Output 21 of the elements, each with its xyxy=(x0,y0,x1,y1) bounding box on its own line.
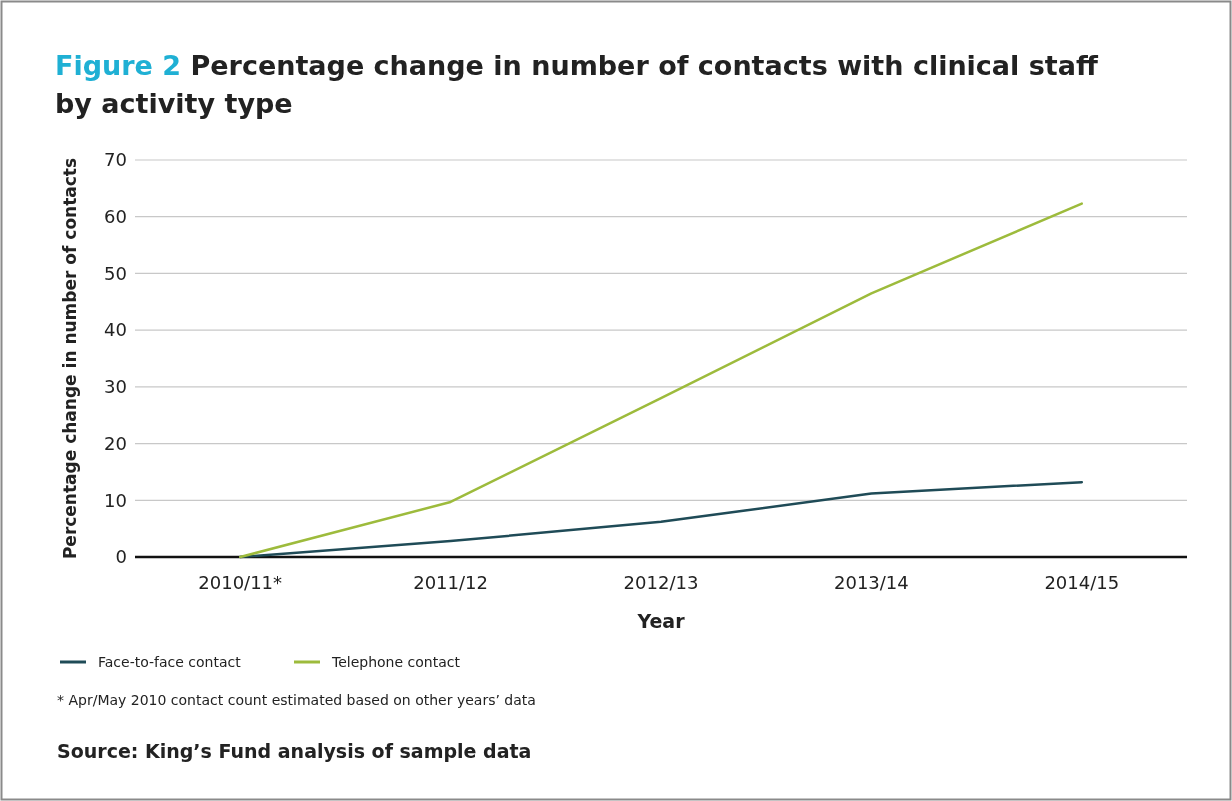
chart-title: Figure 2 Percentage change in number of contacts with clinical staff by activity type xyxy=(55,50,1098,119)
y-tick-label: 10 xyxy=(104,489,127,511)
x-tick-label: 2011/12 xyxy=(413,572,488,593)
legend-label: Telephone contact xyxy=(331,653,461,670)
x-tick-label: 2012/13 xyxy=(623,572,699,593)
source-note: Source: King’s Fund analysis of sample data xyxy=(57,740,532,762)
text: * Apr/May 2010 contact count estimated based on other years’ data xyxy=(57,692,536,708)
x-axis-title: Year xyxy=(636,610,686,632)
y-tick-label: 60 xyxy=(104,206,127,228)
y-tick-label: 30 xyxy=(104,376,127,398)
y-tick-label: 70 xyxy=(104,149,127,171)
y-axis-title: Percentage change in number of contacts xyxy=(60,157,80,560)
y-tick-label: 20 xyxy=(104,432,127,454)
x-tick-label: 2014/15 xyxy=(1044,572,1120,593)
legend-label: Face-to-face contact xyxy=(98,653,242,670)
y-tick-label: 40 xyxy=(104,319,127,341)
x-tick-label: 2010/11* xyxy=(198,572,283,593)
line-series xyxy=(238,202,1084,559)
y-tick-label: 50 xyxy=(104,262,127,284)
x-tick-label: 2013/14 xyxy=(834,572,909,593)
y-tick-label: 0 xyxy=(115,546,127,568)
